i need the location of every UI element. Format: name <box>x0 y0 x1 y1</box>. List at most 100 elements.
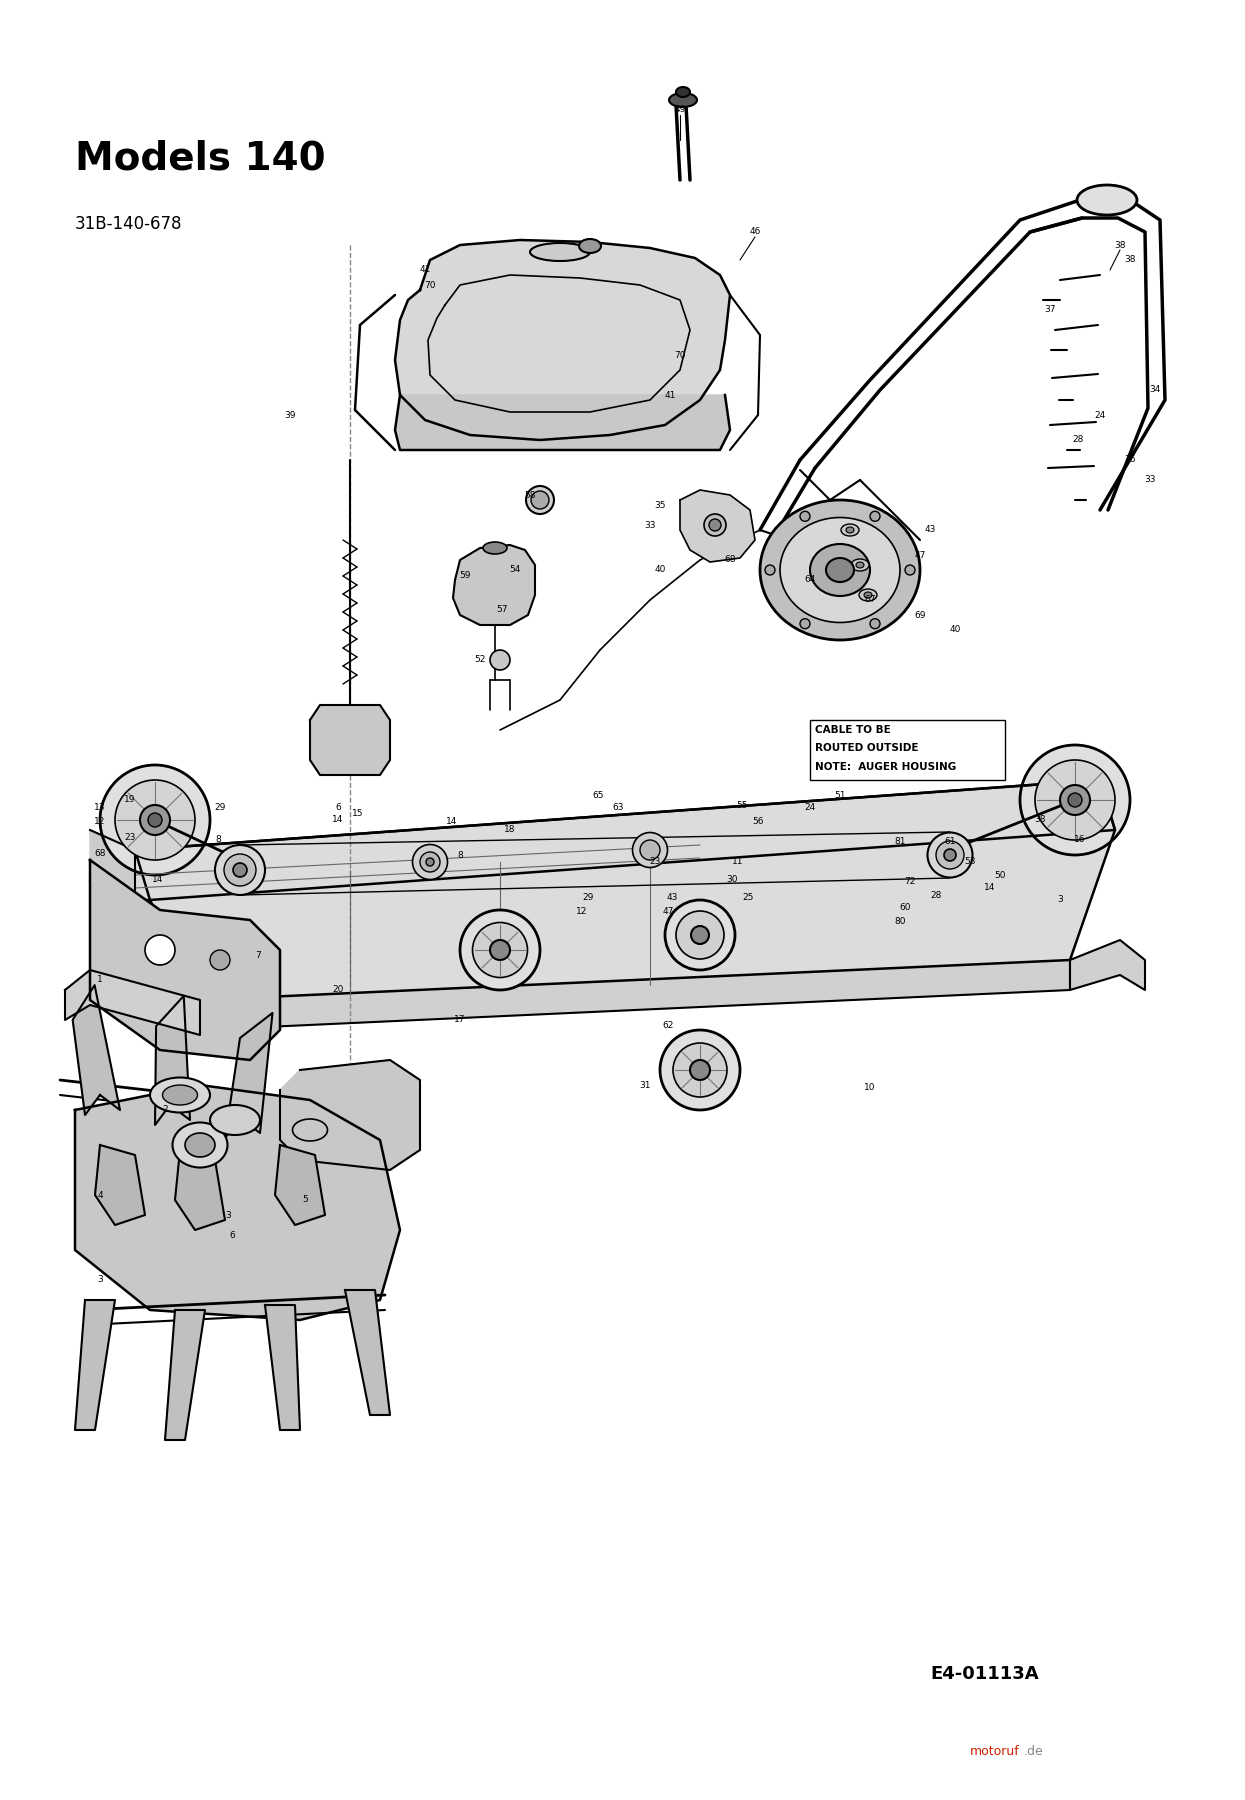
Text: 23: 23 <box>124 833 136 842</box>
Text: 24: 24 <box>1094 410 1106 419</box>
Text: 70: 70 <box>675 351 686 360</box>
Text: 53: 53 <box>964 857 976 866</box>
Text: 14: 14 <box>446 817 458 826</box>
Polygon shape <box>166 1310 205 1440</box>
Text: 2: 2 <box>162 1105 168 1114</box>
Ellipse shape <box>210 1105 260 1136</box>
Ellipse shape <box>928 832 972 878</box>
Ellipse shape <box>676 86 690 97</box>
Ellipse shape <box>233 862 247 877</box>
Ellipse shape <box>1020 745 1130 855</box>
Polygon shape <box>95 1145 144 1226</box>
Polygon shape <box>225 1013 273 1138</box>
Text: 68: 68 <box>95 850 106 859</box>
Text: 14: 14 <box>152 875 163 884</box>
Polygon shape <box>72 985 120 1114</box>
Text: 33: 33 <box>1144 475 1155 484</box>
Ellipse shape <box>690 1060 710 1080</box>
Ellipse shape <box>149 1078 210 1112</box>
Ellipse shape <box>224 853 256 886</box>
Text: 41: 41 <box>420 265 431 274</box>
Text: 47: 47 <box>914 551 926 560</box>
Text: 3: 3 <box>1057 896 1063 904</box>
Polygon shape <box>1069 940 1145 990</box>
Text: 67: 67 <box>864 596 875 605</box>
Text: 33: 33 <box>644 520 656 529</box>
Ellipse shape <box>186 1132 215 1157</box>
Ellipse shape <box>148 814 162 826</box>
Ellipse shape <box>1068 794 1082 806</box>
Text: 3: 3 <box>225 1210 230 1220</box>
Text: 38: 38 <box>1035 815 1046 824</box>
Text: 29: 29 <box>583 893 594 902</box>
Polygon shape <box>345 1291 390 1415</box>
Text: 38: 38 <box>1114 241 1125 250</box>
Text: 68: 68 <box>725 556 736 565</box>
Ellipse shape <box>144 934 176 965</box>
Bar <box>810 720 1005 779</box>
Text: 1: 1 <box>97 976 103 985</box>
Ellipse shape <box>491 940 510 959</box>
Ellipse shape <box>210 950 230 970</box>
Ellipse shape <box>530 243 590 261</box>
Text: 30: 30 <box>726 875 738 884</box>
Text: 28: 28 <box>930 891 941 900</box>
Ellipse shape <box>426 859 435 866</box>
Ellipse shape <box>810 544 870 596</box>
Ellipse shape <box>525 486 554 515</box>
Ellipse shape <box>163 1085 198 1105</box>
Polygon shape <box>680 490 754 562</box>
Text: 28: 28 <box>1072 436 1083 445</box>
Ellipse shape <box>857 562 864 569</box>
Ellipse shape <box>847 527 854 533</box>
Text: 61: 61 <box>944 837 956 846</box>
Ellipse shape <box>293 1120 327 1141</box>
Text: 14: 14 <box>332 815 344 824</box>
Ellipse shape <box>944 850 956 860</box>
Ellipse shape <box>100 765 210 875</box>
Text: 17: 17 <box>454 1015 466 1024</box>
Polygon shape <box>310 706 390 776</box>
Ellipse shape <box>660 1030 740 1111</box>
Polygon shape <box>154 995 190 1125</box>
Ellipse shape <box>676 911 725 959</box>
Text: 81: 81 <box>894 837 906 846</box>
Text: 6: 6 <box>335 803 341 812</box>
Ellipse shape <box>936 841 964 869</box>
Text: 11: 11 <box>732 857 743 866</box>
Text: 29: 29 <box>214 803 225 812</box>
Polygon shape <box>65 970 200 1035</box>
Polygon shape <box>275 1145 325 1226</box>
Text: 72: 72 <box>904 878 915 887</box>
Text: 8: 8 <box>457 851 463 860</box>
Ellipse shape <box>864 592 872 598</box>
Text: motoruf: motoruf <box>970 1744 1020 1759</box>
Text: Models 140: Models 140 <box>75 140 326 178</box>
Ellipse shape <box>825 558 854 581</box>
Ellipse shape <box>801 619 810 628</box>
Polygon shape <box>75 1085 400 1319</box>
Text: 50: 50 <box>995 871 1006 880</box>
Text: 43: 43 <box>666 893 677 902</box>
Ellipse shape <box>1077 185 1137 214</box>
Polygon shape <box>90 860 280 1060</box>
Ellipse shape <box>483 542 507 554</box>
Ellipse shape <box>459 911 540 990</box>
Text: 23: 23 <box>650 857 661 866</box>
Ellipse shape <box>420 851 439 871</box>
Ellipse shape <box>708 518 721 531</box>
Text: 59: 59 <box>459 571 471 580</box>
Ellipse shape <box>870 511 880 522</box>
Text: 34: 34 <box>1149 385 1160 394</box>
Text: 70: 70 <box>425 281 436 290</box>
Text: 24: 24 <box>804 803 815 812</box>
Ellipse shape <box>870 619 880 628</box>
Text: 31: 31 <box>639 1080 651 1089</box>
Text: CABLE TO BE: CABLE TO BE <box>815 725 890 734</box>
Text: 31B-140-678: 31B-140-678 <box>75 214 183 232</box>
Text: 4: 4 <box>97 1190 103 1199</box>
Text: 54: 54 <box>509 565 520 574</box>
Ellipse shape <box>579 239 601 254</box>
Polygon shape <box>75 1300 115 1429</box>
Polygon shape <box>200 959 1069 1030</box>
